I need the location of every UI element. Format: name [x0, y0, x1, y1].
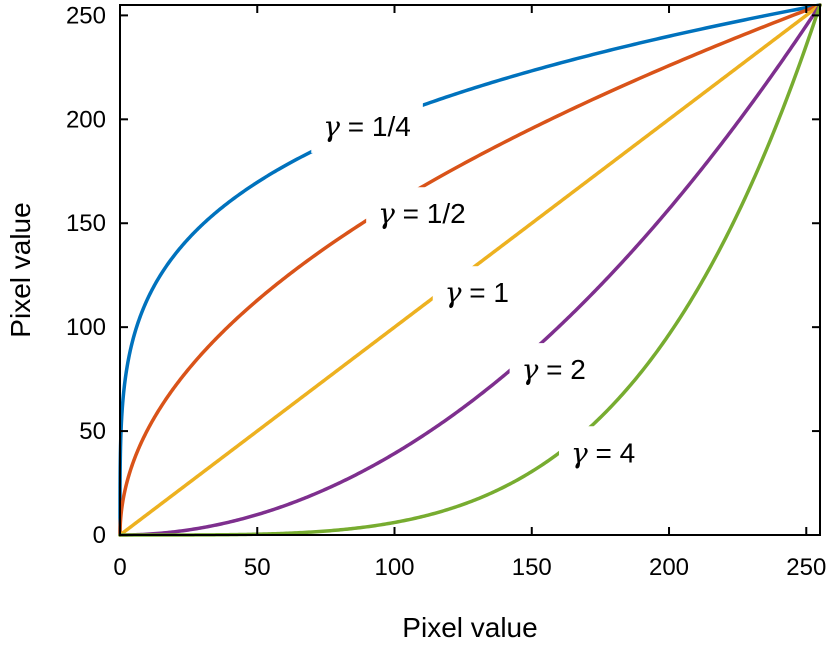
curve-label-symbol: γ	[571, 436, 588, 469]
curve-label-symbol: γ	[522, 353, 539, 386]
series-line-gamma-0_25	[118, 3, 822, 537]
ticks-layer: 0 50 100 150 200 250 0 50 100 150 200 250	[66, 2, 826, 581]
series-line-gamma-2	[118, 3, 822, 537]
curve-label-backdrop	[311, 99, 423, 153]
curve-label-symbol: γ	[323, 110, 340, 143]
y-tick-label: 200	[66, 106, 106, 133]
y-axis-label: Pixel value	[5, 202, 36, 337]
curve-label-backdrop	[366, 187, 478, 241]
x-tick-label: 200	[649, 554, 689, 581]
curve-label: γ = 4	[571, 436, 635, 469]
curve-label: γ = 1	[445, 276, 509, 309]
curve-labels-layer: γ = 1/4γ = 1/2γ = 1γ = 2γ = 4	[311, 99, 648, 480]
curve-label-text: = 2	[538, 354, 585, 385]
plot-frame	[119, 4, 821, 536]
curve-label-backdrop	[432, 266, 521, 320]
curve-label: γ = 1/4	[323, 110, 411, 143]
curve-label-text: = 4	[588, 437, 635, 468]
curve-label-backdrop	[559, 426, 648, 480]
x-tick-label: 50	[244, 554, 271, 581]
curve-label-text: = 1	[461, 277, 508, 308]
x-tick-label: 100	[374, 554, 414, 581]
curve-label-symbol: γ	[445, 276, 462, 309]
curve-label-text: = 1/2	[395, 198, 466, 229]
curve-label-group: γ = 1	[432, 266, 521, 320]
curve-label-group: γ = 1/4	[311, 99, 423, 153]
x-tick-label: 150	[512, 554, 552, 581]
x-tick-label: 0	[113, 554, 126, 581]
curve-label-backdrop	[509, 343, 598, 397]
series-line-gamma-0_5	[118, 3, 822, 537]
y-tick-label: 150	[66, 210, 106, 237]
curve-label: γ = 2	[522, 353, 586, 386]
curve-label-group: γ = 4	[559, 426, 648, 480]
y-tick-label: 0	[93, 522, 106, 549]
x-axis-label: Pixel value	[402, 612, 537, 643]
curve-label-text: = 1/4	[340, 111, 411, 142]
y-tick-label: 100	[66, 314, 106, 341]
y-tick-label: 250	[66, 2, 106, 29]
curve-label: γ = 1/2	[378, 197, 466, 230]
y-tick-label: 50	[79, 418, 106, 445]
curve-label-group: γ = 1/2	[366, 187, 478, 241]
curve-label-symbol: γ	[378, 197, 395, 230]
x-tick-label: 250	[786, 554, 826, 581]
curve-label-group: γ = 2	[509, 343, 598, 397]
